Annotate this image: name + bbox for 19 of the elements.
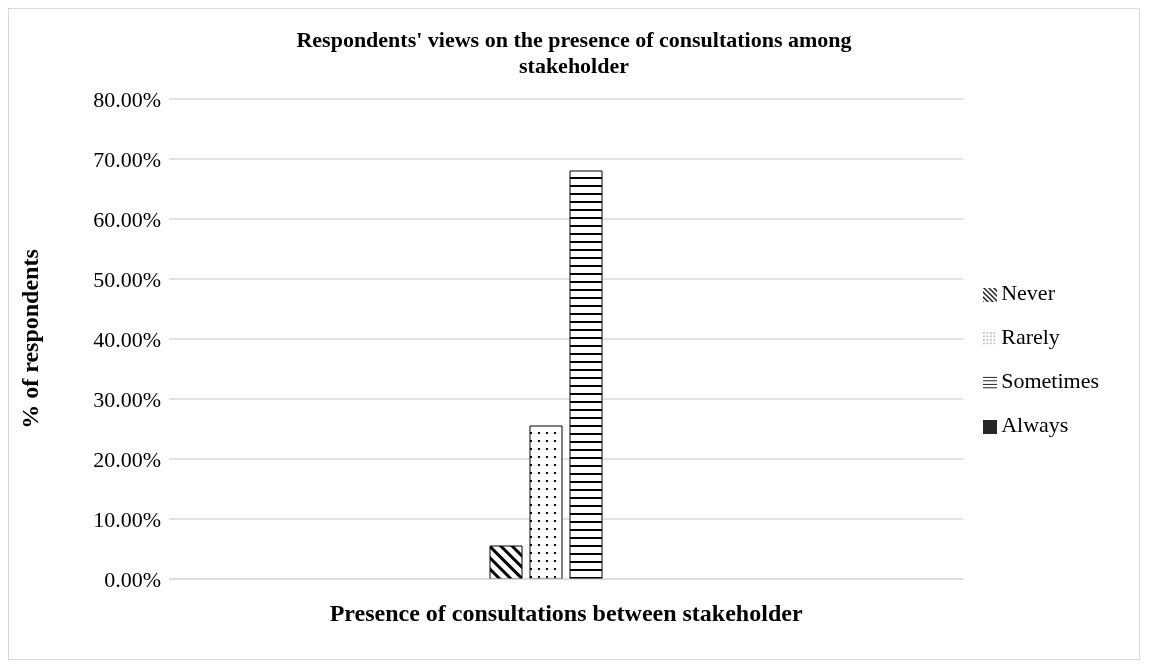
y-axis-title: % of respondents (16, 249, 43, 429)
legend-label: Always (1001, 412, 1069, 437)
bar (569, 170, 603, 579)
legend-label: Rarely (1001, 324, 1060, 349)
x-axis-title: Presence of consultations between stakeholder (329, 600, 803, 626)
y-tick-label: 80.00% (93, 86, 161, 112)
y-tick-label: 50.00% (93, 266, 161, 292)
chart-title: Respondents' views on the presence of consultations among stakeholder (295, 27, 853, 79)
y-tick-label: 10.00% (93, 506, 161, 532)
bar (529, 425, 563, 579)
legend-label: Sometimes (1001, 368, 1099, 393)
y-tick-label: 60.00% (93, 206, 161, 232)
y-tick-label: 0.00% (104, 566, 161, 592)
legend-label: Never (1001, 280, 1055, 305)
bar (489, 545, 523, 579)
y-tick-label: 30.00% (93, 386, 161, 412)
y-tick-label: 70.00% (93, 146, 161, 172)
y-tick-label: 20.00% (93, 446, 161, 472)
y-tick-label: 40.00% (93, 326, 161, 352)
